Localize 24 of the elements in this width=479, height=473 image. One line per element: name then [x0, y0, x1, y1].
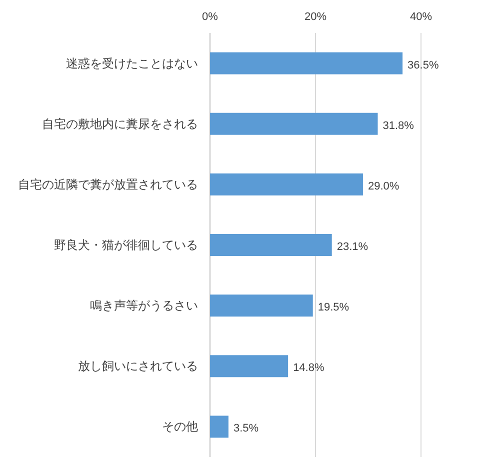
y-tick-label: 野良犬・猫が徘徊している: [54, 238, 198, 252]
data-label: 3.5%: [233, 422, 259, 435]
y-tick-label: 放し飼いにされている: [78, 359, 198, 374]
x-tick-label: 20%: [304, 11, 327, 23]
y-tick-label: 自宅の近隣で糞が放置されている: [18, 177, 198, 192]
bar: [210, 416, 228, 438]
y-tick-label: 自宅の敷地内に糞尿をされる: [42, 116, 198, 131]
data-label: 19.5%: [318, 302, 350, 314]
data-label: 14.8%: [293, 362, 324, 374]
bar: [210, 234, 332, 256]
bar: [210, 355, 288, 378]
y-tick-label: 迷惑を受けたことはない: [66, 56, 198, 70]
x-tick-label: 0%: [202, 11, 218, 23]
data-label: 23.1%: [336, 241, 368, 253]
bar: [210, 294, 313, 317]
bar: [210, 52, 403, 74]
data-label: 36.5%: [408, 59, 439, 72]
bar: [210, 112, 378, 135]
y-tick-label: その他: [162, 420, 198, 434]
x-tick-label: 40%: [410, 11, 432, 23]
y-tick-label: 鳴き声等がうるさい: [90, 298, 198, 313]
data-label: 29.0%: [368, 180, 400, 192]
data-label: 31.8%: [382, 120, 414, 132]
bar: [210, 173, 363, 196]
